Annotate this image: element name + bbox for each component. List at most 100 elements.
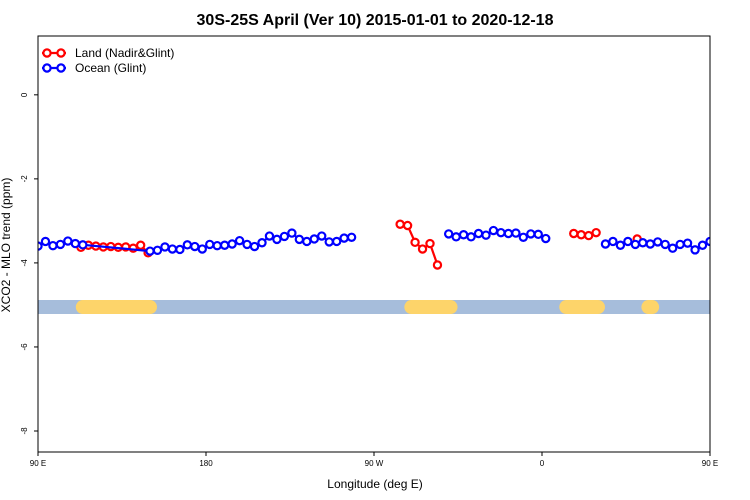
ocean-data-point (682, 238, 693, 248)
ocean-data-point (182, 240, 193, 250)
ocean-legend-label: Ocean (Glint) (75, 61, 146, 75)
x-tick-label: 180 (199, 459, 213, 468)
ocean-data-point (458, 230, 469, 240)
ocean-data-point (145, 246, 155, 256)
ocean-data-point (70, 238, 81, 249)
plot-area: 90 E 180 90 W 0 90 E 0 -2 -4 -6 -8 (20, 35, 750, 468)
ocean-data-point (731, 242, 738, 249)
ocean-data-point (660, 239, 670, 250)
ocean-data-point (645, 239, 655, 249)
land-data-point (432, 260, 443, 270)
ocean-data-point (608, 236, 618, 247)
ocean-data-point (302, 236, 312, 247)
ocean-data-point (324, 237, 334, 247)
chart-title: 30S-25S April (Ver 10) 2015-01-01 to 202… (197, 12, 554, 29)
land-data-point (410, 237, 420, 248)
ocean-data-point (690, 245, 700, 255)
ocean-data-point (511, 228, 521, 238)
ocean-data-point (167, 244, 178, 254)
ocean-data-point (257, 238, 267, 248)
ocean-data-point (526, 229, 536, 239)
ocean-data-point (667, 243, 678, 253)
ocean-data-point (48, 240, 58, 251)
land-legend-label: Land (Nadir&Glint) (75, 46, 174, 60)
ocean-data-point (600, 239, 611, 249)
land-data-point (425, 238, 435, 249)
ocean-data-point (63, 236, 73, 246)
legend: Land (Nadir&Glint)Ocean (Glint) (42, 46, 174, 75)
ocean-data-point (541, 233, 551, 244)
ocean-data-point (481, 230, 491, 240)
ocean-data-point (264, 231, 275, 241)
ocean-data-point (249, 241, 260, 252)
ocean-data-point (723, 239, 730, 246)
ocean-data-point (738, 238, 745, 245)
ocean-data-point (331, 236, 342, 247)
land-data-point (417, 244, 428, 254)
y-tick-label: 0 (20, 92, 29, 97)
ocean-data-point (705, 236, 710, 247)
ocean-data-point (190, 241, 200, 252)
ocean-data-point (287, 228, 297, 238)
ocean-data-point (443, 229, 454, 239)
ocean-data-point (716, 243, 723, 250)
ocean-data-point (697, 240, 708, 250)
ocean-data-point (40, 236, 51, 247)
ocean-data-point (675, 239, 685, 250)
y-axis-label: XCO2 - MLO trend (ppm) (0, 178, 13, 313)
ocean-data-point (451, 232, 461, 242)
ocean-data-point (212, 240, 222, 251)
land-legend-marker (56, 48, 66, 58)
series-group (38, 219, 750, 270)
x-tick-label: 90 W (365, 459, 384, 468)
ocean-data-point (488, 225, 499, 236)
ocean-data-point (615, 240, 626, 250)
land-data-point (576, 230, 586, 240)
y-tick-label: -2 (20, 175, 29, 183)
ocean-data-point (518, 232, 529, 242)
x-tick-label: 0 (540, 459, 545, 468)
x-tick-label: 90 E (702, 459, 718, 468)
y-tick-label: -8 (20, 427, 29, 435)
ocean-data-point (160, 242, 170, 252)
ocean-data-point (630, 239, 641, 250)
ocean-data-point (533, 229, 543, 240)
ocean-data-point (234, 235, 245, 246)
ocean-series-line (719, 242, 750, 252)
ocean-legend-marker (42, 63, 52, 73)
land-data-point (135, 240, 146, 250)
land-data-point (591, 227, 601, 238)
ocean-data-point (346, 232, 357, 242)
x-tick-label: 90 E (30, 459, 46, 468)
ocean-data-point (623, 236, 633, 247)
ocean-data-point (309, 234, 319, 244)
ocean-data-point (496, 227, 506, 238)
ocean-data-point (227, 239, 237, 249)
ocean-data-point (175, 244, 185, 255)
ocean-data-point (294, 234, 305, 245)
ocean-data-point (152, 245, 163, 256)
ocean-data-point (55, 239, 66, 250)
ocean-data-point (279, 231, 290, 242)
land-data-point (402, 220, 413, 231)
ocean-data-point (272, 234, 282, 245)
land-data-point (583, 230, 594, 241)
ocean-data-point (205, 239, 215, 250)
ocean-data-point (317, 231, 327, 241)
ocean-data-point (78, 240, 88, 250)
y-tick-label: -6 (20, 343, 29, 351)
land-data-point (569, 228, 579, 239)
ocean-data-point (339, 233, 349, 243)
ocean-data-point (503, 228, 514, 239)
ocean-data-point (219, 240, 230, 250)
ocean-legend-marker (56, 63, 66, 73)
ocean-data-point (466, 232, 476, 242)
x-axis-label: Longitude (deg E) (327, 477, 422, 491)
ocean-data-point (242, 239, 252, 250)
y-tick-label: -4 (20, 259, 29, 267)
ocean-data-point (638, 238, 648, 248)
land-legend-marker (42, 48, 52, 58)
ocean-data-point (197, 244, 207, 254)
ocean-data-point (653, 237, 663, 247)
